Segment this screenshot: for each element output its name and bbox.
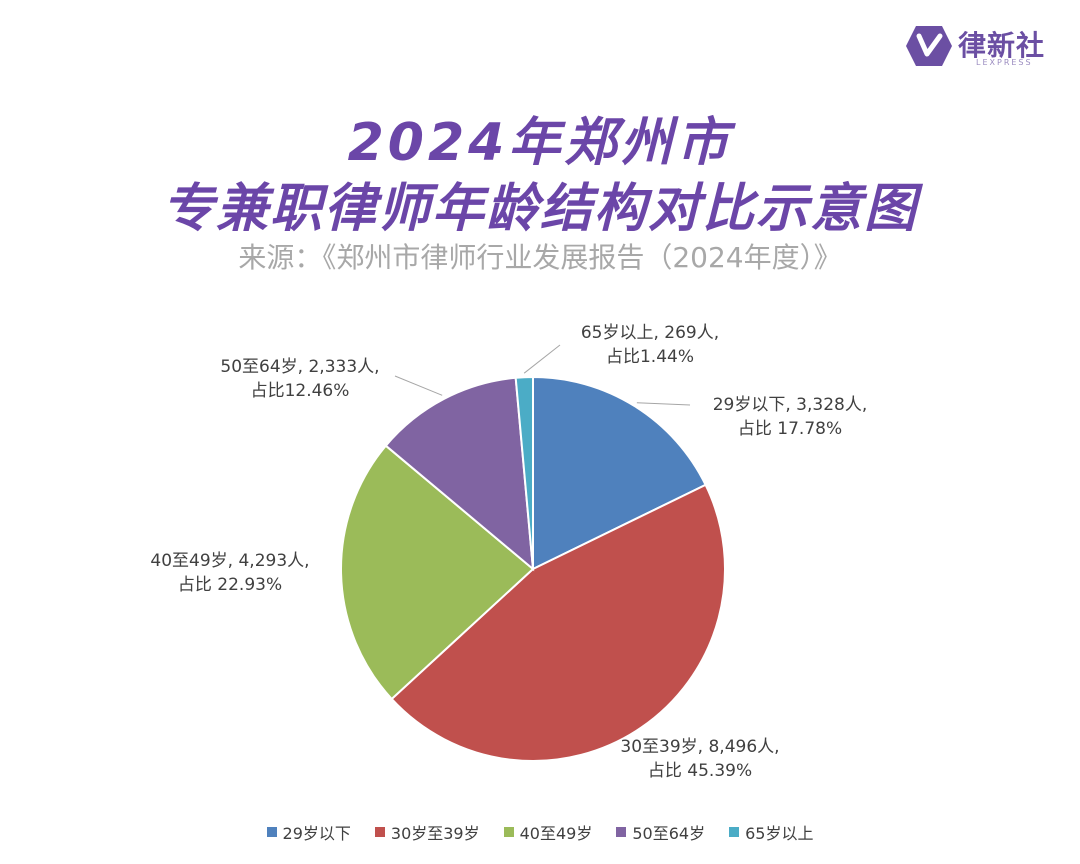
legend-label-5: 65岁以上 — [745, 824, 814, 843]
chart-title-line-1: 2024年郑州市 — [347, 113, 733, 173]
chart-source: 来源：《郑州市律师行业发展报告（2024年度）》 — [238, 241, 842, 274]
pie-slice-2 — [390, 483, 726, 762]
pie-slice-5 — [514, 375, 534, 570]
brand-logo: 律新社 LEXPRESS — [906, 22, 1056, 72]
legend-label-2: 30岁至39岁 — [390, 824, 480, 843]
chart-title-line-2: 专兼职律师年龄结构对比示意图 — [161, 179, 918, 239]
data-label-1-line-2: 占比 17.78% — [738, 419, 842, 439]
data-label-5-line-1: 65岁以上, 269人, — [581, 323, 719, 343]
pie-slice-1 — [532, 375, 707, 571]
data-label-3-line-2: 占比 22.93% — [178, 575, 282, 595]
data-label-1-line-1: 29岁以下, 3,328人, — [713, 395, 868, 415]
brand-name: 律新社 — [958, 29, 1046, 62]
legend-label-1: 29岁以下 — [282, 824, 351, 843]
legend-item-5: 65岁以上 — [729, 820, 813, 844]
legend-item-4: 50至64岁 — [616, 820, 705, 844]
legend-swatch-5 — [729, 827, 740, 837]
brand-mark-icon — [906, 26, 952, 66]
chart-legend: 29岁以下 30岁至39岁 40至49岁 50至64岁 65岁以上 — [0, 820, 1080, 844]
data-label-4-line-1: 50至64岁, 2,333人, — [220, 357, 379, 377]
legend-item-2: 30岁至39岁 — [374, 820, 480, 844]
data-label-3-line-1: 40至49岁, 4,293人, — [150, 551, 309, 571]
data-label-2-line-2: 占比 45.39% — [648, 761, 752, 781]
legend-item-3: 40至49岁 — [503, 820, 593, 844]
legend-label-4: 50至64岁 — [632, 824, 706, 843]
legend-label-3: 40至49岁 — [519, 824, 593, 843]
pie-slice-3 — [340, 444, 535, 701]
leader-line-1 — [636, 402, 691, 406]
legend-swatch-1 — [266, 827, 277, 837]
brand-subtitle: LEXPRESS — [976, 58, 1033, 67]
data-label-2-line-1: 30至39岁, 8,496人, — [620, 737, 779, 757]
legend-item-1: 29岁以下 — [266, 820, 351, 844]
legend-swatch-3 — [503, 827, 514, 837]
legend-swatch-2 — [374, 827, 385, 837]
data-label-5-line-2: 占比1.44% — [606, 347, 694, 367]
leader-line-4 — [394, 375, 443, 396]
leader-line-5 — [523, 344, 561, 374]
pie-slice-4 — [384, 376, 535, 572]
legend-swatch-4 — [616, 827, 627, 837]
data-label-4-line-2: 占比12.46% — [251, 381, 350, 401]
